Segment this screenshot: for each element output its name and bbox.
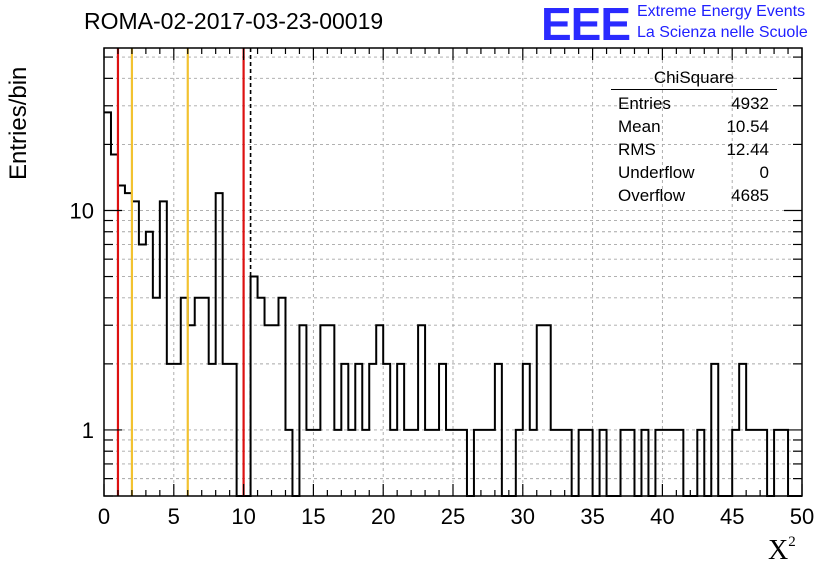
x-axis-label: X2 bbox=[768, 534, 796, 567]
stats-label: Overflow bbox=[618, 186, 686, 205]
stats-row-entries: Entries 4932 bbox=[611, 92, 777, 115]
stats-label: RMS bbox=[618, 140, 656, 159]
x-axis-label-superscript: 2 bbox=[788, 534, 796, 550]
stats-value: 10.54 bbox=[726, 117, 769, 136]
stats-value: 12.44 bbox=[726, 140, 769, 159]
x-tick-label: 35 bbox=[580, 504, 604, 529]
stats-row-mean: Mean 10.54 bbox=[611, 115, 777, 138]
x-tick-label: 20 bbox=[371, 504, 395, 529]
stats-title: ChiSquare bbox=[611, 67, 777, 90]
histogram-series bbox=[104, 111, 802, 497]
x-tick-label: 50 bbox=[790, 504, 814, 529]
x-tick-label: 25 bbox=[441, 504, 465, 529]
stats-row-underflow: Underflow 0 bbox=[611, 161, 777, 184]
stats-row-rms: RMS 12.44 bbox=[611, 138, 777, 161]
y-tick-label: 10 bbox=[70, 198, 94, 223]
x-axis-label-main: X bbox=[768, 535, 789, 566]
x-tick-label: 40 bbox=[650, 504, 674, 529]
eee-logo-line1: Extreme Energy Events bbox=[637, 3, 806, 20]
stats-label: Mean bbox=[618, 117, 661, 136]
stats-row-overflow: Overflow 4685 bbox=[611, 184, 777, 207]
stats-value: 4685 bbox=[731, 186, 769, 205]
eee-logo-mark: EEE bbox=[541, 0, 631, 50]
stats-value: 0 bbox=[759, 163, 769, 182]
eee-logo-line2: La Scienza nelle Scuole bbox=[637, 24, 808, 41]
stats-value: 4932 bbox=[731, 94, 769, 113]
stats-label: Entries bbox=[618, 94, 671, 113]
y-tick-label: 1 bbox=[82, 418, 94, 443]
x-tick-label: 15 bbox=[301, 504, 325, 529]
stats-label: Underflow bbox=[618, 163, 695, 182]
chart-title: ROMA-02-2017-03-23-00019 bbox=[84, 8, 384, 34]
x-tick-label: 30 bbox=[511, 504, 535, 529]
x-tick-label: 45 bbox=[720, 504, 744, 529]
x-tick-label: 10 bbox=[231, 504, 255, 529]
x-tick-label: 0 bbox=[98, 504, 110, 529]
stats-box: ChiSquare Entries 4932 Mean 10.54 RMS 12.44… bbox=[611, 67, 777, 207]
x-tick-label: 5 bbox=[168, 504, 180, 529]
